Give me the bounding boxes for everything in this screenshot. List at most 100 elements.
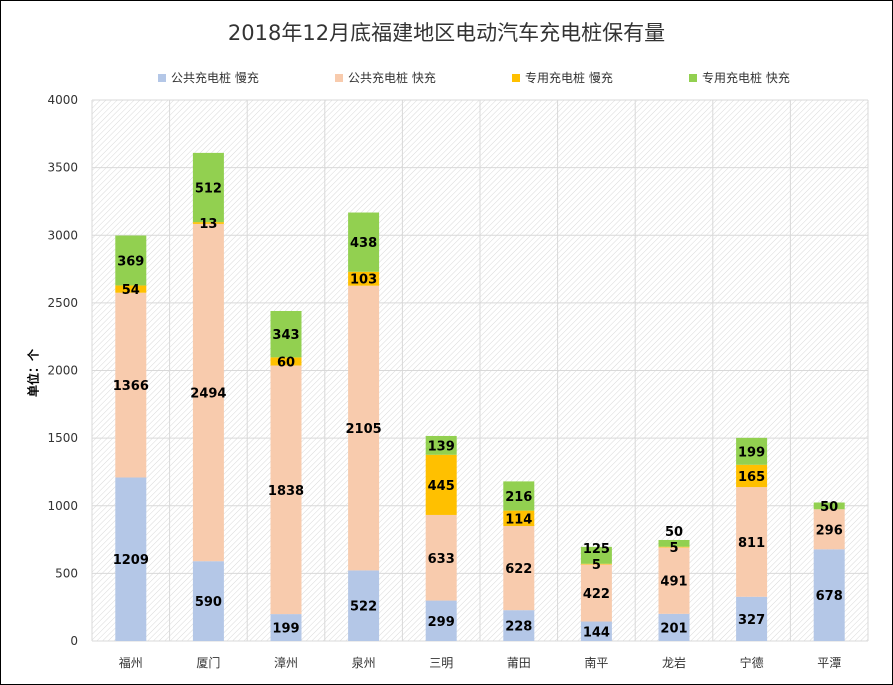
y-tick-label: 2000 [47,364,78,378]
bar-segment [270,310,302,358]
data-label: 2105 [346,422,382,437]
x-tick-label: 泉州 [352,656,376,670]
bar-segment [503,526,535,611]
data-label: 50 [820,500,838,515]
x-tick-label: 平潭 [817,656,841,670]
x-tick-label: 南平 [584,655,608,670]
data-label: 60 [277,355,295,370]
bar-segment [580,621,612,641]
data-label: 2494 [190,387,226,402]
bar-segment [425,514,457,601]
legend-label: 专用充电桩 快充 [702,71,790,85]
x-tick-label: 三明 [429,656,453,670]
y-tick-label: 0 [70,634,78,648]
bar-segment [658,547,690,614]
bar-segment [736,596,768,641]
data-label: 144 [583,625,610,640]
data-label: 491 [660,575,687,590]
y-tick-label: 2500 [47,296,78,310]
legend-swatch [335,73,343,82]
data-label: 590 [195,595,222,610]
x-tick-label: 宁德 [740,655,764,670]
bar-segment [115,235,147,286]
x-tick-label: 厦门 [196,655,220,670]
y-tick-label: 1000 [47,499,78,513]
bar-segment [425,600,457,641]
data-label: 633 [428,552,455,567]
legend-item: 公共充电桩 快充 [335,69,436,86]
data-label: 201 [660,621,687,636]
bar-segment [658,539,690,547]
x-tick-label: 龙岩 [662,655,686,670]
x-tick-label: 福州 [119,655,143,670]
bar-segment [503,610,535,641]
bar-segment [813,549,845,641]
legend-item: 公共充电桩 慢充 [158,69,259,86]
chart-title: 2018年12月底福建地区电动汽车充电桩保有量 [227,21,666,45]
bar-segment [348,570,380,641]
bar-segment [503,481,535,511]
y-tick-label: 3500 [47,161,78,175]
legend-item: 专用充电桩 快充 [689,69,790,86]
legend-swatch [689,73,697,82]
bar-segment [270,614,302,641]
bar-segment [580,563,612,565]
bar-segment [115,292,147,478]
data-label: 678 [816,589,843,604]
data-label: 811 [738,536,765,551]
y-tick-label: 1500 [47,431,78,445]
bar-segment [270,357,302,366]
legend-label: 公共充电桩 慢充 [171,71,259,85]
data-label: 54 [122,283,140,298]
data-label: 422 [583,587,610,602]
legend: 公共充电桩 慢充 公共充电桩 快充 专用充电桩 慢充 专用充电桩 快充 [1,69,892,89]
bar-segment [736,487,768,597]
data-label: 512 [195,182,222,197]
data-label: 522 [350,600,377,615]
data-label: 622 [505,562,532,577]
bar-segment [115,285,147,293]
data-label: 5 [669,541,678,556]
bar-segment [425,435,457,455]
bar-segment [192,223,224,562]
x-tick-label: 漳州 [274,655,298,670]
data-label: 125 [583,542,610,557]
bar-segment [115,477,147,641]
bar-segment [348,271,380,286]
bar-segment [580,546,612,564]
data-label: 1366 [113,379,149,394]
x-tick-label: 莆田 [507,656,531,670]
bar-segment [658,546,690,548]
y-tick-label: 3000 [47,228,78,242]
data-label: 13 [199,217,217,232]
data-label: 50 [665,525,683,540]
bar-segment [503,510,535,527]
data-label: 343 [272,328,299,343]
bar-segment [813,509,845,550]
legend-item: 专用充电桩 慢充 [512,69,613,86]
data-label: 199 [738,445,765,460]
y-tick-label: 500 [55,566,78,580]
bar-segment [348,285,380,571]
data-label: 445 [428,479,455,494]
data-label: 165 [738,470,765,485]
data-label: 299 [428,615,455,630]
data-label: 296 [816,523,843,538]
y-tick-label: 4000 [47,93,78,107]
bar-segment [348,212,380,272]
data-label: 216 [505,490,532,505]
data-label: 327 [738,613,765,628]
data-label: 228 [505,620,532,635]
legend-label: 专用充电桩 慢充 [525,71,613,85]
data-label: 5 [592,558,601,573]
data-label: 139 [428,439,455,454]
data-label: 114 [505,512,532,527]
bar-segment [192,222,224,224]
data-label: 1838 [268,484,304,499]
legend-swatch [512,73,520,82]
bar-segment [736,437,768,465]
data-label: 199 [272,622,299,637]
legend-swatch [158,73,166,82]
